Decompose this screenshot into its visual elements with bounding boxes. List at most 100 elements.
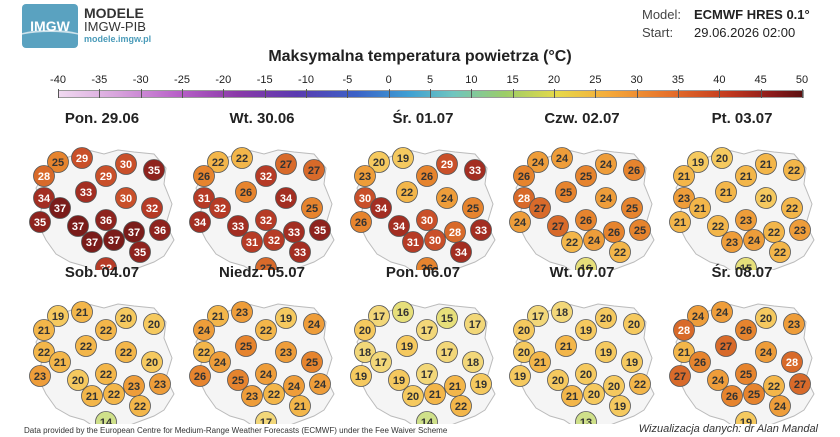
temperature-value: 35 (134, 247, 146, 259)
scale-tick (678, 89, 679, 98)
scale-tick (430, 89, 431, 98)
color-scale: -40 -35 -30 -25 -20 -15 -10 -5 0 5 10 15 20 25 30 35 40 4… (50, 74, 808, 104)
temperature-marker (603, 375, 625, 397)
temperature-marker (123, 221, 145, 243)
temperature-value: 31 (198, 193, 210, 205)
temperature-value: 24 (600, 159, 613, 171)
temperature-value: 22 (120, 347, 132, 359)
temperature-marker (735, 411, 757, 424)
scale-tick (802, 89, 803, 98)
temperature-value: 29 (76, 153, 88, 165)
temperature-value: 23 (154, 379, 166, 391)
temperature-value: 17 (421, 369, 433, 381)
panel-date-title: Wt. 07.07 (549, 264, 615, 281)
logo-url[interactable]: modele.imgw.pl (84, 33, 152, 44)
temperature-marker (575, 411, 597, 424)
panel-date-title: Śr. 01.07 (392, 110, 454, 127)
temperature-marker (603, 221, 625, 243)
temperature-marker (255, 319, 277, 341)
scale-label: -20 (215, 74, 232, 86)
temperature-value: 23 (246, 391, 258, 403)
temperature-value: 26 (421, 263, 433, 270)
temperature-value: 27 (720, 341, 732, 353)
temperature-value: 22 (100, 325, 112, 337)
temperature-value: 32 (214, 203, 226, 215)
temperature-value: 21 (294, 401, 306, 413)
scale-tick (347, 89, 349, 98)
temperature-marker (289, 395, 311, 417)
temperature-value: 31 (407, 237, 419, 249)
temperature-marker (743, 383, 765, 405)
temperature-marker (255, 257, 277, 270)
temperature-marker (303, 159, 325, 181)
logo-title: MODELE (84, 4, 144, 21)
temperature-value: 33 (80, 187, 92, 199)
temperature-marker (416, 165, 438, 187)
temperature-value: 22 (455, 401, 467, 413)
temperature-value: 26 (740, 325, 752, 337)
temperature-value: 22 (768, 381, 780, 393)
temperature-marker (555, 181, 577, 203)
panel-date-title: Wt. 30.06 (229, 110, 295, 127)
temperature-value: 33 (232, 221, 244, 233)
temperature-value: 34 (38, 193, 51, 205)
temperature-value: 22 (212, 157, 224, 169)
temperature-marker (527, 305, 549, 327)
temperature-marker (735, 209, 757, 231)
map-panel: Wt. 30.06 22 22 27 26 32 27 26 34 31 32 25 32 34 33 33 3… (182, 110, 342, 270)
temperature-value: 21 (566, 391, 578, 403)
temperature-value: 27 (280, 159, 292, 171)
temperature-marker (129, 241, 151, 263)
temperature-value: 26 (726, 391, 738, 403)
temperature-marker (75, 335, 97, 357)
temperature-marker (561, 231, 583, 253)
map-panel: Śr. 01.07 19 20 29 23 26 33 22 24 30 34 25 30 26 34 28 3… (343, 110, 503, 270)
temperature-marker (735, 319, 757, 341)
scale-label: 0 (385, 74, 392, 86)
temperature-marker (609, 395, 631, 417)
temperature-value: 15 (441, 313, 453, 325)
temperature-value: 22 (38, 347, 50, 359)
temperature-marker (416, 363, 438, 385)
temperature-marker (103, 383, 125, 405)
temperature-value: 20 (608, 381, 620, 393)
temperature-value: 30 (120, 193, 132, 205)
imgw-logo: IMGW MODELE IMGW-PIB modele.imgw.pl (22, 4, 151, 48)
temperature-marker (350, 211, 372, 233)
temperature-marker (450, 241, 472, 263)
temperature-value: 23 (236, 307, 248, 319)
temperature-value: 20 (120, 313, 132, 325)
temperature-value: 27 (534, 203, 546, 215)
temperature-marker (547, 369, 569, 391)
temperature-value: 25 (306, 357, 318, 369)
scale-label: 35 (671, 74, 685, 86)
temperature-value: 28 (449, 227, 461, 239)
temperature-marker (354, 341, 376, 363)
map-panel: Pt. 03.07 20 19 21 21 21 22 21 20 23 21 22 23 21 22 22 2… (662, 110, 822, 270)
temperature-marker (67, 369, 89, 391)
temperature-value: 27 (552, 221, 564, 233)
temperature-value: 25 (560, 187, 572, 199)
logo-mark-text: IMGW (30, 18, 70, 34)
scale-label: -35 (91, 74, 108, 86)
temperature-marker (227, 369, 249, 391)
scale-label: 45 (754, 74, 767, 86)
temperature-value: 34 (280, 193, 293, 205)
temperature-marker (623, 159, 645, 181)
temperature-marker (231, 147, 253, 169)
temperature-value: 20 (600, 313, 612, 325)
temperature-marker (513, 341, 535, 363)
temperature-value: 21 (740, 171, 752, 183)
temperature-marker (283, 375, 305, 397)
temperature-value: 26 (580, 215, 592, 227)
temperature-marker (402, 385, 424, 407)
temperature-value: 30 (359, 193, 371, 205)
temperature-value: 23 (359, 171, 371, 183)
temperature-marker (255, 165, 277, 187)
temperature-value: 24 (760, 347, 773, 359)
temperature-value: 19 (580, 325, 592, 337)
temperature-marker (275, 187, 297, 209)
scale-label: -10 (298, 74, 314, 86)
temperature-value: 24 (588, 235, 601, 247)
